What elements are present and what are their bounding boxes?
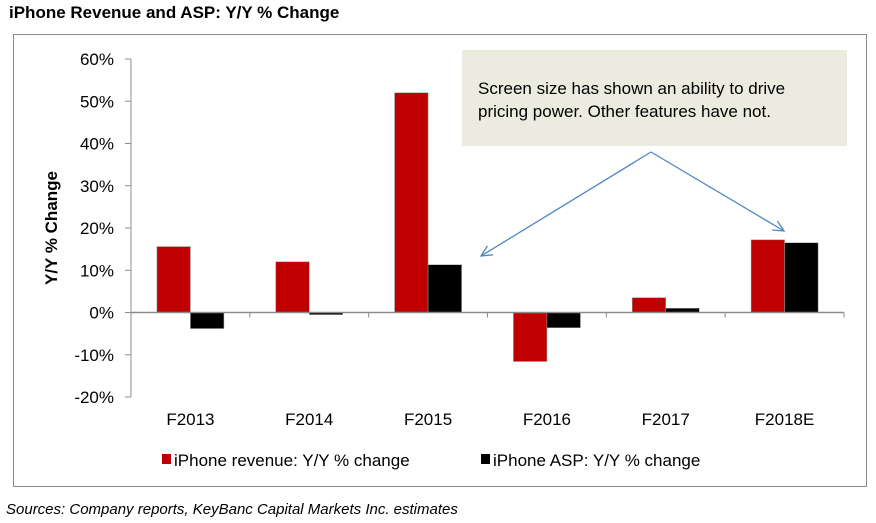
annotation: Screen size has shown an ability to driv…: [462, 50, 847, 146]
arrow-head-icon: [771, 220, 786, 232]
x-tick-label: F2016: [523, 410, 571, 429]
legend-label: iPhone ASP: Y/Y % change: [493, 451, 700, 470]
legend-label: iPhone revenue: Y/Y % change: [174, 451, 410, 470]
legend-swatch: [162, 454, 171, 464]
bar-revenue-f2014: [275, 261, 310, 313]
y-tick-label: -10%: [74, 346, 114, 365]
arrow-line: [480, 151, 652, 257]
legend-swatch: [481, 454, 490, 464]
annotation-box: [462, 50, 847, 146]
x-tick-label: F2015: [404, 410, 452, 429]
source-note: Sources: Company reports, KeyBanc Capita…: [6, 501, 458, 518]
bar-revenue-f2017: [632, 297, 666, 313]
annotation-line-2: pricing power. Other features have not.: [478, 102, 771, 121]
bar-asp-f2015: [427, 264, 462, 313]
bar-revenue-f2016: [513, 312, 548, 362]
x-tick-label: F2013: [166, 410, 214, 429]
y-axis: 60% 50% 40% 30% 20% 10% 0% -10% -20%: [74, 50, 132, 407]
x-axis: F2013 F2014 F2015 F2016 F2017 F2018E: [131, 311, 845, 429]
y-axis-label: Y/Y % Change: [42, 171, 61, 285]
y-tick-label: 20%: [80, 219, 114, 238]
x-tick-label: F2014: [285, 410, 333, 429]
arrow-head-icon: [479, 245, 494, 257]
chart-title: iPhone Revenue and ASP: Y/Y % Change: [9, 3, 340, 22]
y-tick-label: -20%: [74, 388, 114, 407]
bars: [156, 92, 819, 362]
y-tick-label: 40%: [80, 135, 114, 154]
bar-revenue-f2013: [156, 246, 191, 313]
y-tick-label: 30%: [80, 177, 114, 196]
annotation-arrows: [479, 151, 786, 257]
x-tick-label: F2017: [642, 410, 690, 429]
bar-asp-f2013: [190, 312, 225, 329]
chart-frame: [13, 34, 867, 487]
bar-revenue-f2015: [394, 92, 429, 313]
bar-asp-f2018e: [784, 242, 819, 313]
y-tick-label: 50%: [80, 92, 114, 111]
bar-revenue-f2018e: [750, 239, 785, 313]
y-tick-label: 0%: [89, 304, 114, 323]
bar-asp-f2016: [546, 312, 581, 328]
arrow-line: [650, 151, 785, 232]
y-tick-label: 60%: [80, 50, 114, 69]
annotation-line-1: Screen size has shown an ability to driv…: [478, 79, 785, 98]
y-tick-label: 10%: [80, 261, 114, 280]
legend: iPhone revenue: Y/Y % change iPhone ASP: …: [162, 451, 700, 470]
x-tick-label: F2018E: [755, 410, 815, 429]
